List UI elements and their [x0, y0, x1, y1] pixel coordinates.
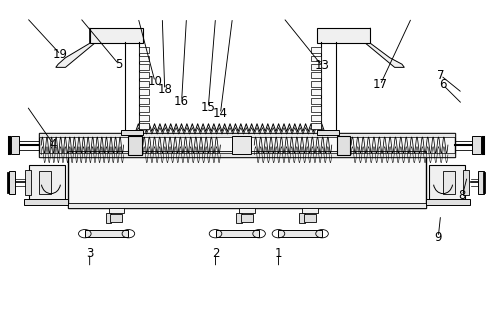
- Bar: [68, 151, 426, 208]
- Bar: [426, 199, 470, 205]
- Bar: [139, 73, 149, 78]
- Bar: [299, 213, 305, 223]
- Bar: [139, 81, 149, 87]
- Bar: [302, 208, 318, 213]
- Bar: [90, 28, 143, 43]
- Text: 5: 5: [115, 58, 123, 71]
- Bar: [236, 213, 242, 223]
- Text: 16: 16: [174, 95, 189, 108]
- Bar: [139, 47, 149, 53]
- Text: 7: 7: [437, 69, 445, 82]
- Bar: [139, 107, 149, 112]
- Bar: [139, 123, 149, 129]
- Bar: [279, 230, 322, 237]
- Bar: [25, 170, 31, 195]
- Text: 10: 10: [148, 75, 163, 88]
- Bar: [428, 165, 465, 200]
- Bar: [121, 129, 143, 135]
- Bar: [311, 115, 321, 121]
- Text: 18: 18: [157, 83, 172, 96]
- Bar: [111, 214, 122, 222]
- Bar: [239, 208, 255, 213]
- Text: 13: 13: [315, 59, 329, 72]
- Text: 9: 9: [435, 231, 442, 244]
- Bar: [311, 73, 321, 78]
- Bar: [139, 64, 149, 70]
- Text: 4: 4: [49, 138, 57, 151]
- Bar: [24, 199, 68, 205]
- Text: 19: 19: [53, 48, 68, 61]
- Bar: [39, 153, 455, 157]
- Bar: [39, 133, 455, 157]
- Bar: [139, 115, 149, 121]
- Bar: [336, 136, 350, 155]
- Bar: [128, 136, 142, 155]
- Bar: [311, 123, 321, 129]
- Bar: [311, 90, 321, 95]
- Bar: [311, 81, 321, 87]
- Bar: [304, 214, 316, 222]
- Bar: [106, 213, 112, 223]
- Bar: [311, 47, 321, 53]
- Bar: [39, 133, 455, 137]
- Text: 17: 17: [372, 78, 388, 92]
- Bar: [139, 56, 149, 61]
- Bar: [68, 151, 426, 156]
- Bar: [463, 170, 469, 195]
- Bar: [215, 230, 259, 237]
- Text: 14: 14: [213, 107, 228, 120]
- Bar: [311, 107, 321, 112]
- Bar: [68, 203, 426, 208]
- Text: 6: 6: [439, 78, 447, 92]
- Bar: [11, 136, 19, 154]
- Bar: [472, 136, 481, 154]
- Text: 15: 15: [201, 101, 216, 114]
- Bar: [139, 98, 149, 104]
- Text: 2: 2: [212, 247, 219, 260]
- Bar: [443, 171, 455, 194]
- Bar: [85, 230, 128, 237]
- Bar: [9, 171, 15, 194]
- Bar: [139, 90, 149, 95]
- Bar: [311, 56, 321, 61]
- Bar: [317, 28, 370, 43]
- Bar: [311, 98, 321, 104]
- Bar: [109, 208, 124, 213]
- Bar: [317, 129, 339, 135]
- Polygon shape: [361, 28, 404, 67]
- Bar: [233, 136, 251, 154]
- Text: 1: 1: [275, 247, 282, 260]
- Bar: [311, 64, 321, 70]
- Bar: [478, 171, 484, 194]
- Bar: [29, 165, 65, 200]
- Text: 3: 3: [86, 247, 93, 260]
- Bar: [39, 171, 51, 194]
- Polygon shape: [56, 28, 99, 67]
- Text: 8: 8: [459, 189, 466, 202]
- Bar: [241, 214, 253, 222]
